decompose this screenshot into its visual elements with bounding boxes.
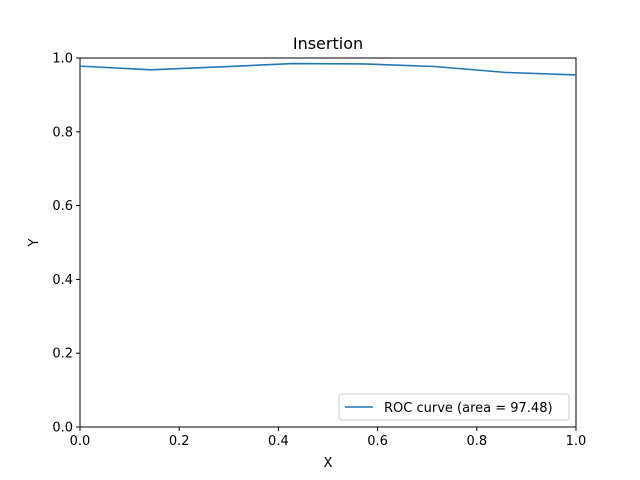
y-tick-label: 0.8 <box>52 125 73 140</box>
y-tick-label: 0.4 <box>52 273 73 288</box>
y-axis-ticks: 0.0 0.2 0.4 0.6 0.8 1.0 <box>52 52 80 436</box>
chart-title: Insertion <box>293 34 363 53</box>
y-tick-label: 0.0 <box>52 421 73 436</box>
y-axis-label: Y <box>27 238 42 247</box>
x-tick-label: 0.2 <box>169 434 190 449</box>
series-layer <box>79 62 577 76</box>
x-tick-label: 0.4 <box>268 434 289 449</box>
series-line-roc-curve <box>79 62 577 76</box>
y-tick-label: 0.2 <box>52 347 73 362</box>
x-tick-label: 1.0 <box>566 434 587 449</box>
x-axis-label: X <box>324 456 333 471</box>
legend-label-roc-curve: ROC curve (area = 97.48) <box>384 401 553 416</box>
y-tick-label: 1.0 <box>52 52 73 67</box>
x-tick-label: 0.6 <box>367 434 388 449</box>
x-tick-label: 0.8 <box>466 434 487 449</box>
legend: ROC curve (area = 97.48) <box>338 393 570 421</box>
legend-box <box>338 393 570 421</box>
x-tick-label: 0.0 <box>70 434 91 449</box>
y-tick-label: 0.6 <box>52 199 73 214</box>
x-axis-ticks: 0.0 0.2 0.4 0.6 0.8 1.0 <box>70 427 587 449</box>
plot-area-frame <box>79 57 577 428</box>
